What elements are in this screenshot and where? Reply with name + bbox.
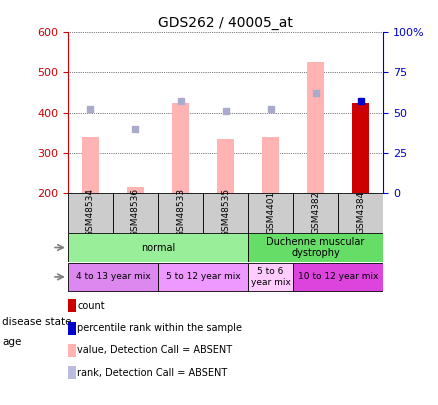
Text: percentile rank within the sample: percentile rank within the sample: [77, 323, 242, 333]
Bar: [158, 193, 203, 233]
Text: Duchenne muscular
dystrophy: Duchenne muscular dystrophy: [266, 237, 365, 258]
Text: GSM4384: GSM4384: [356, 191, 365, 234]
Bar: [339, 193, 383, 233]
Text: normal: normal: [141, 243, 175, 252]
Bar: [293, 263, 383, 291]
Text: GSM48534: GSM48534: [86, 188, 95, 237]
Bar: [217, 139, 234, 193]
Text: 10 to 12 year mix: 10 to 12 year mix: [298, 273, 378, 281]
Text: rank, Detection Call = ABSENT: rank, Detection Call = ABSENT: [77, 368, 227, 377]
Bar: [172, 102, 189, 193]
Text: value, Detection Call = ABSENT: value, Detection Call = ABSENT: [77, 345, 232, 355]
Bar: [248, 193, 293, 233]
Text: GSM48536: GSM48536: [131, 188, 140, 237]
Bar: [68, 193, 113, 233]
Text: GSM4382: GSM4382: [311, 191, 320, 234]
Text: GSM48535: GSM48535: [221, 188, 230, 237]
Text: 5 to 6
year mix: 5 to 6 year mix: [251, 267, 290, 287]
Title: GDS262 / 40005_at: GDS262 / 40005_at: [158, 16, 293, 30]
Text: count: count: [77, 301, 105, 311]
Bar: [248, 233, 383, 262]
Text: 4 to 13 year mix: 4 to 13 year mix: [76, 273, 150, 281]
Bar: [82, 136, 99, 193]
Bar: [203, 193, 248, 233]
Bar: [127, 187, 144, 193]
Bar: [352, 102, 369, 193]
Text: disease state: disease state: [2, 317, 72, 327]
Text: age: age: [2, 337, 21, 347]
Bar: [248, 263, 293, 291]
Text: GSM4401: GSM4401: [266, 191, 275, 234]
Bar: [307, 62, 324, 193]
Bar: [68, 263, 158, 291]
Bar: [293, 193, 338, 233]
Text: GSM48533: GSM48533: [176, 188, 185, 237]
Bar: [158, 263, 248, 291]
Bar: [113, 193, 158, 233]
Bar: [68, 233, 248, 262]
Bar: [262, 136, 279, 193]
Text: 5 to 12 year mix: 5 to 12 year mix: [166, 273, 240, 281]
